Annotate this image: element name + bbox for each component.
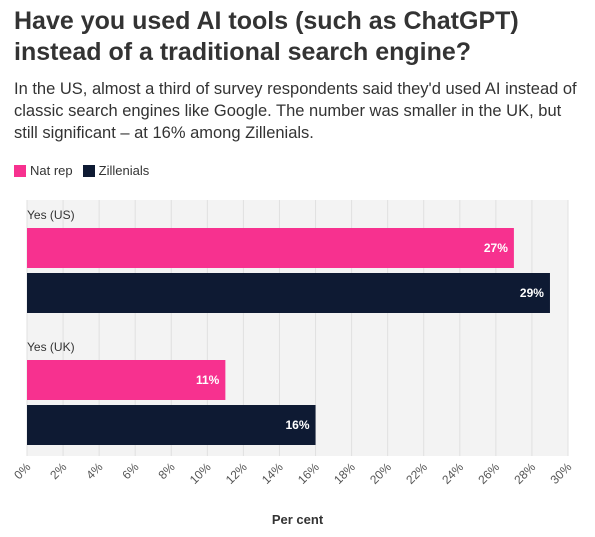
chart-title: Have you used AI tools (such as ChatGPT)… <box>14 7 519 66</box>
x-tick-label: 6% <box>119 460 141 482</box>
x-tick-label: 14% <box>259 460 286 487</box>
x-tick-label: 12% <box>223 460 250 487</box>
chart-subtitle: In the US, almost a third of survey resp… <box>14 80 577 142</box>
category-label: Yes (UK) <box>27 340 75 354</box>
x-tick-label: 26% <box>475 460 502 487</box>
x-tick-label: 2% <box>47 460 69 482</box>
bar <box>27 405 316 445</box>
x-axis-title: Per cent <box>272 512 324 527</box>
legend-swatch-zillenials <box>82 164 95 177</box>
x-tick-label: 16% <box>295 460 322 487</box>
x-tick-label: 18% <box>331 460 358 487</box>
legend-label-nat-rep: Nat rep <box>30 163 73 178</box>
x-tick-label: 20% <box>367 460 394 487</box>
category-label: Yes (US) <box>27 208 75 222</box>
x-tick-label: 8% <box>155 460 177 482</box>
bar-value-label: 11% <box>196 373 220 387</box>
bar <box>27 228 514 268</box>
x-tick-label: 10% <box>187 460 214 487</box>
bar-value-label: 29% <box>520 286 544 300</box>
legend-item-zillenials: Zillenials <box>82 163 150 178</box>
x-tick-label: 24% <box>439 460 466 487</box>
bar-value-label: 16% <box>286 418 310 432</box>
x-tick-label: 30% <box>547 460 574 487</box>
x-tick-label: 28% <box>511 460 538 487</box>
legend-swatch-nat-rep <box>14 164 26 177</box>
bar <box>27 273 550 313</box>
bar-value-label: 27% <box>484 241 508 255</box>
bar <box>27 360 226 400</box>
x-tick-label: 4% <box>83 460 105 482</box>
x-tick-label: 0% <box>11 460 33 482</box>
legend: Nat rep Zillenials <box>14 163 159 178</box>
x-tick-label: 22% <box>403 460 430 487</box>
legend-item-nat-rep: Nat rep <box>14 163 73 178</box>
legend-label-zillenials: Zillenials <box>98 163 150 178</box>
